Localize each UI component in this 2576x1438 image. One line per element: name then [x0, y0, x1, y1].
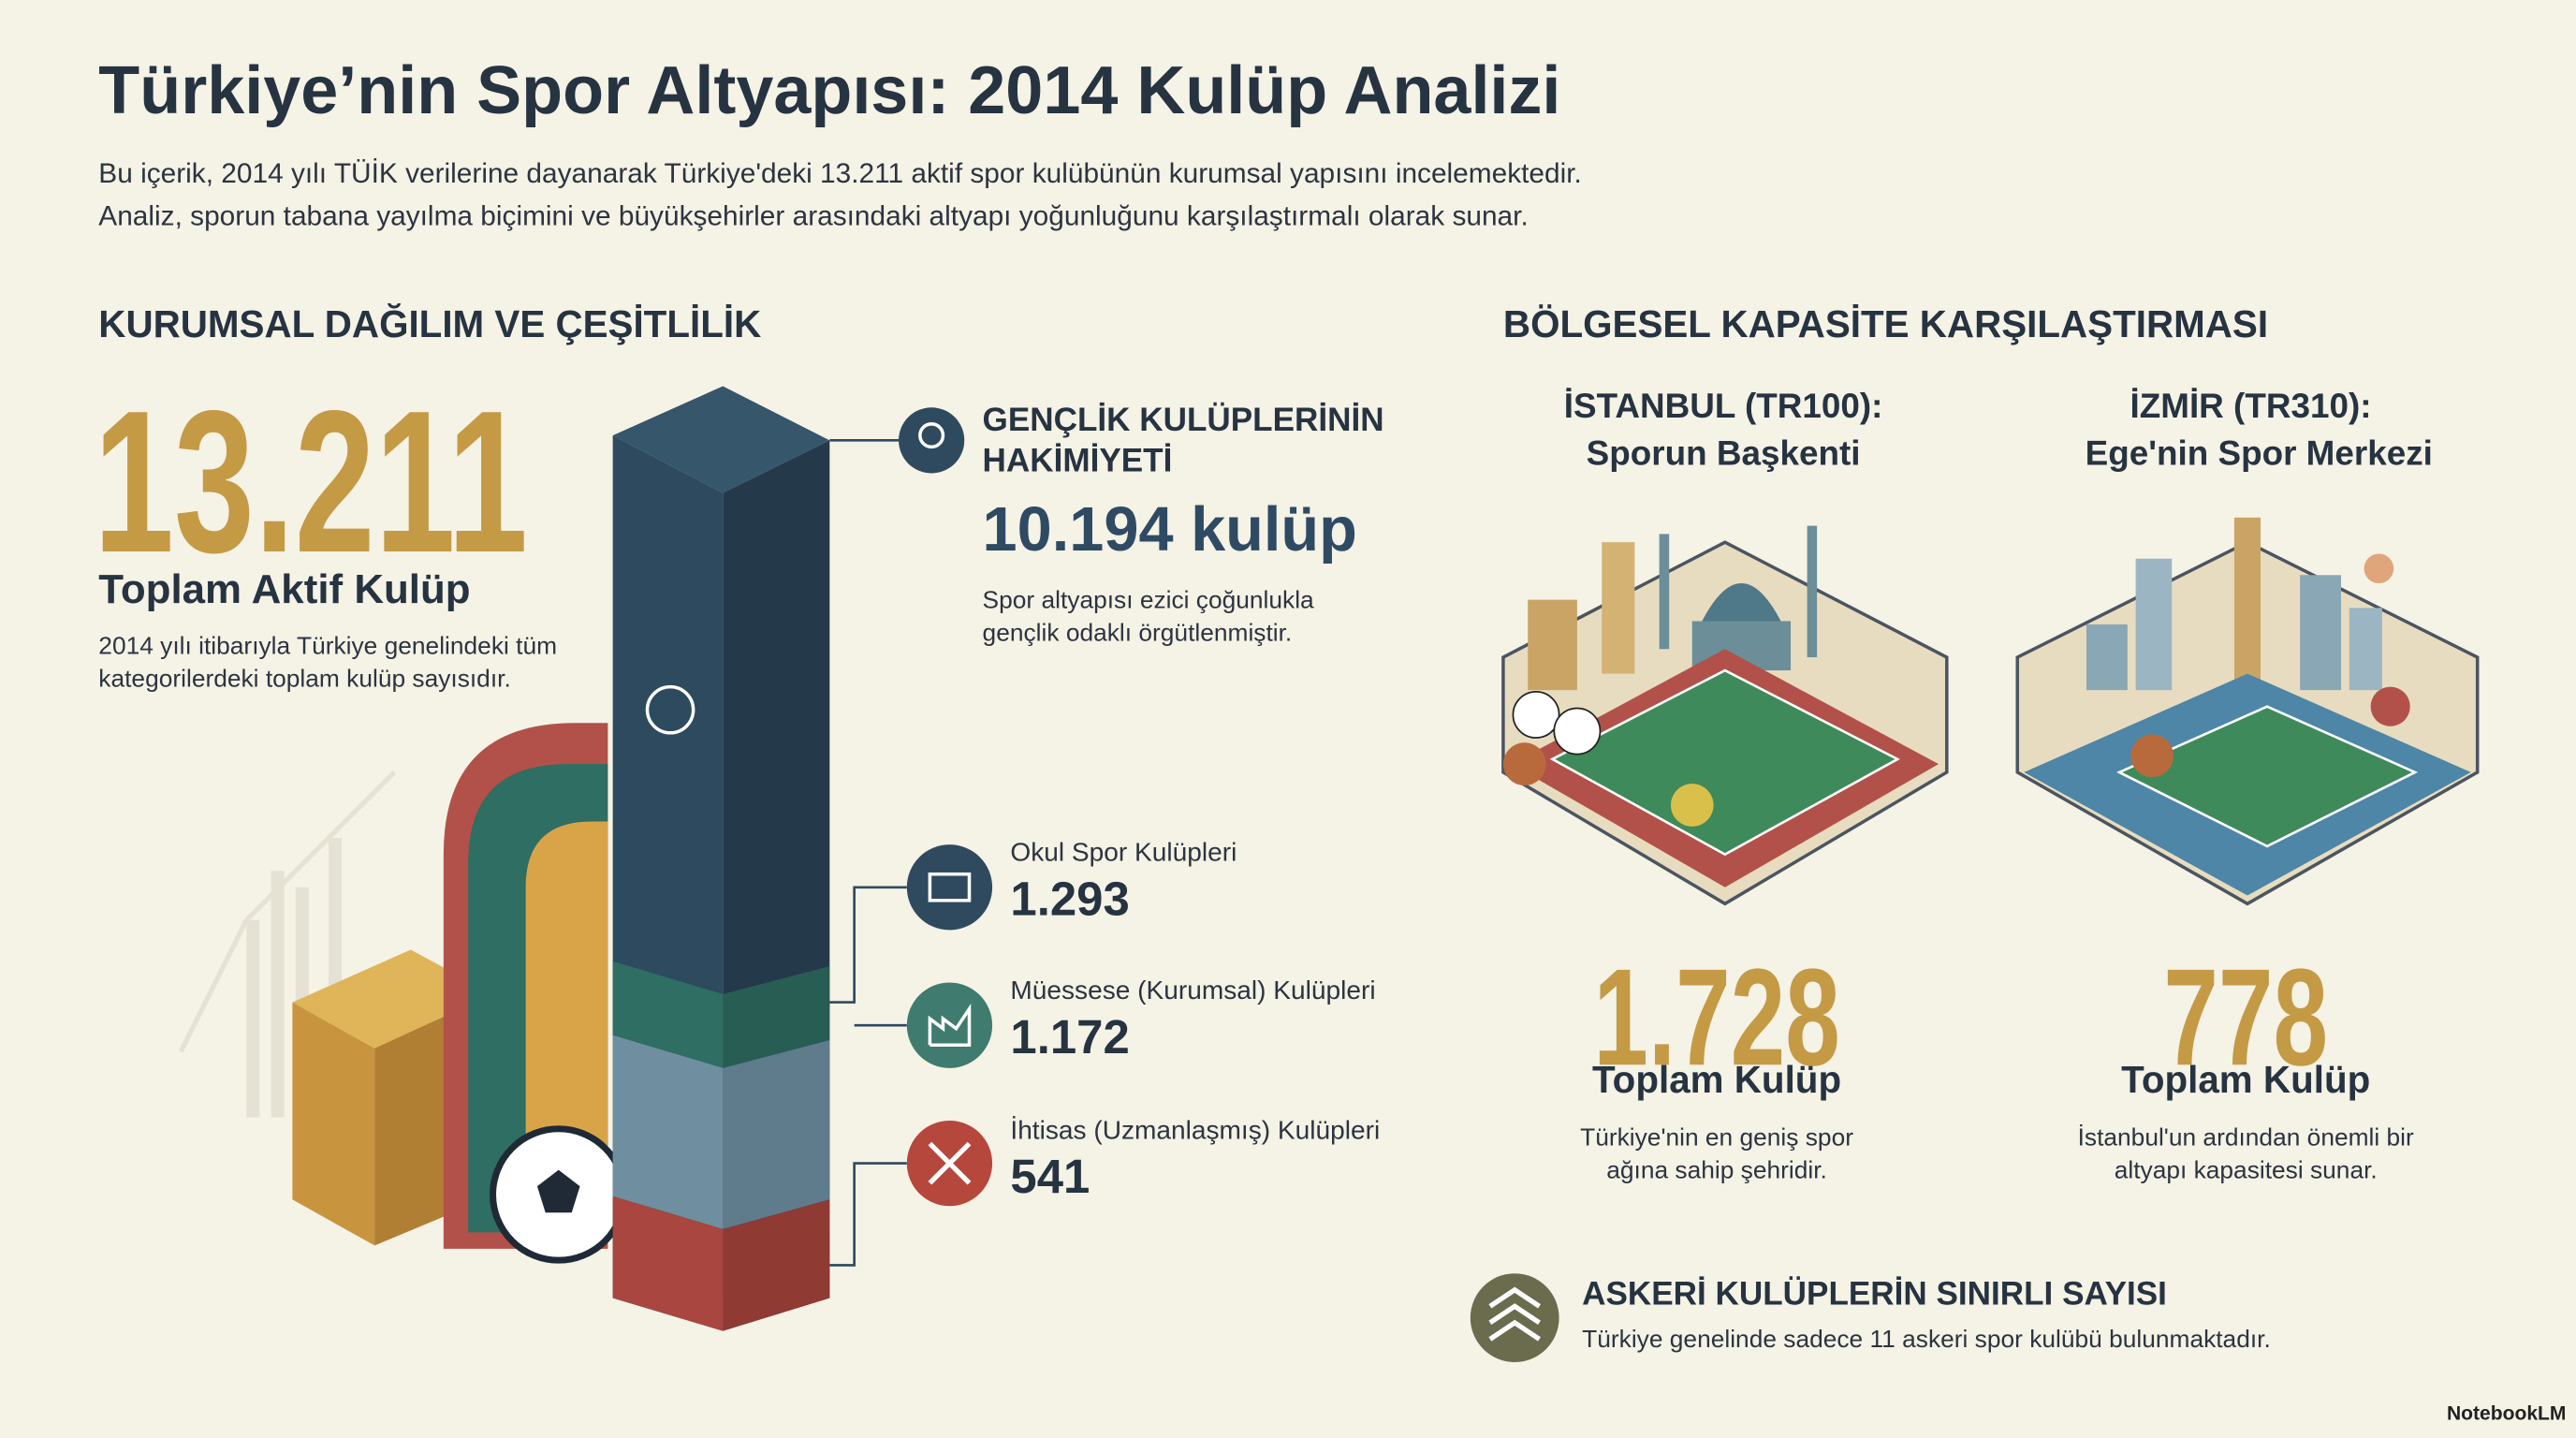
title: Türkiye’nin Spor Altyapısı: 2014 Kulüp A…: [98, 52, 1561, 128]
youth-description: Spor altyapısı ezici çoğunlukla gençlik …: [982, 586, 1314, 648]
club-label: Müessese (Kurumsal) Kulüpleri: [1010, 977, 1376, 1006]
club-value: 1.172: [1010, 1012, 1130, 1065]
city-description: Türkiye'nin en geniş spor ağına sahip şe…: [1580, 1123, 1853, 1185]
city-value: 1.728: [1593, 940, 1840, 1095]
youth-value: 10.194 kulüp: [982, 496, 1357, 565]
city-label: Toplam Kulüp: [1592, 1058, 1842, 1101]
section-heading: BÖLGESEL KAPASİTE KARŞILAŞTIRMASI: [1502, 301, 2269, 345]
club-value: 541: [1010, 1152, 1090, 1205]
intro-line: Bu içerik, 2014 yılı TÜİK verilerine day…: [98, 157, 1582, 189]
military-title: ASKERİ KULÜPLERİN SINIRLI SAYISI: [1582, 1276, 2167, 1313]
club-value: 1.293: [1010, 873, 1130, 927]
city-name: İZMİR (TR310):: [2130, 388, 2372, 426]
city-description: İstanbul'un ardından önemli bir altyapı …: [2077, 1123, 2414, 1185]
total-description: 2014 yılı itibarıyla Türkiye genelindeki…: [98, 632, 558, 693]
brand: NotebookLM: [2446, 1401, 2567, 1425]
intro-line: Analiz, sporun tabana yayılma biçimini v…: [98, 200, 1529, 232]
club-label: Okul Spor Kulüpleri: [1010, 839, 1237, 868]
city-name: İSTANBUL (TR100):: [1563, 388, 1883, 426]
section-heading: KURUMSAL DAĞILIM VE ÇEŞİTLİLİK: [98, 301, 762, 345]
total-value: 13.211: [94, 367, 528, 595]
youth-title: GENÇLİK KULÜPLERİNİN HAKİMİYETİ: [982, 402, 1384, 480]
city-subtitle: Ege'nin Spor Merkezi: [2085, 435, 2433, 474]
city-subtitle: Sporun Başkenti: [1586, 435, 1861, 474]
city-label: Toplam Kulüp: [2121, 1058, 2371, 1101]
military-text: Türkiye genelinde sadece 11 askeri spor …: [1582, 1326, 2271, 1355]
total-label: Toplam Aktif Kulüp: [98, 566, 471, 613]
city-value: 778: [2163, 940, 2329, 1095]
club-label: İhtisas (Uzmanlaşmış) Kulüpleri: [1010, 1117, 1381, 1146]
